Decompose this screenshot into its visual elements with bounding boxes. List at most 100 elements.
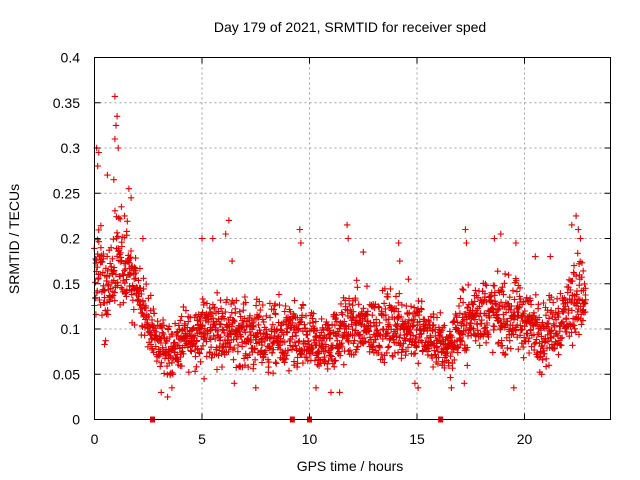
- data-point: [523, 294, 530, 301]
- data-point: [182, 307, 190, 314]
- data-point: [501, 270, 509, 278]
- data-point: [384, 329, 392, 337]
- data-point: [313, 333, 320, 341]
- data-point: [411, 304, 418, 311]
- data-point: [425, 345, 433, 352]
- data-point: [464, 304, 471, 312]
- data-point: [517, 295, 524, 303]
- x-tick-label: 15: [409, 431, 425, 447]
- data-point: [414, 321, 421, 329]
- data-point: [127, 247, 135, 255]
- data-point: [454, 319, 461, 326]
- data-point: [533, 336, 540, 343]
- data-point: [166, 333, 174, 341]
- data-point: [492, 300, 499, 307]
- data-point: [505, 271, 512, 279]
- data-point: [219, 326, 226, 333]
- data-point: [345, 338, 352, 346]
- data-point: [528, 343, 535, 350]
- data-point: [352, 296, 359, 304]
- data-point: [140, 285, 147, 293]
- data-point: [402, 337, 409, 344]
- data-point: [285, 367, 293, 374]
- peak-point: [491, 235, 498, 242]
- data-point: [455, 302, 463, 310]
- data-point: [199, 295, 206, 303]
- data-point: [561, 307, 568, 314]
- data-point: [429, 322, 436, 329]
- data-point: [250, 323, 257, 331]
- data-point: [491, 282, 498, 289]
- data-point: [228, 309, 235, 316]
- data-point: [192, 312, 200, 319]
- data-point: [394, 320, 401, 328]
- data-point: [340, 361, 347, 368]
- data-point: [441, 364, 448, 372]
- data-point: [384, 344, 392, 351]
- peak-points: [93, 93, 584, 283]
- data-point: [518, 326, 525, 334]
- data-point: [466, 319, 474, 327]
- y-tick-label: 0.3: [61, 140, 81, 156]
- data-point: [525, 349, 533, 357]
- data-point: [337, 300, 345, 308]
- data-point: [295, 326, 302, 334]
- data-point: [284, 325, 291, 332]
- peak-point: [111, 135, 119, 143]
- data-point: [491, 323, 498, 330]
- x-tick-label: 0: [91, 431, 99, 447]
- data-point: [409, 332, 417, 339]
- data-point: [240, 355, 248, 362]
- data-point: [545, 315, 553, 322]
- data-point: [342, 297, 349, 304]
- data-point: [410, 316, 417, 323]
- data-point: [92, 279, 99, 286]
- data-point: [350, 314, 357, 322]
- data-point: [353, 277, 360, 284]
- data-point: [478, 316, 485, 324]
- data-point: [246, 312, 254, 319]
- data-point: [383, 330, 391, 337]
- data-point: [131, 275, 138, 283]
- data-point: [518, 301, 526, 308]
- data-point: [281, 308, 288, 315]
- data-point: [255, 321, 262, 329]
- data-point: [218, 363, 226, 371]
- peak-point: [94, 162, 101, 170]
- data-point: [197, 358, 204, 365]
- data-point: [416, 318, 423, 325]
- data-point: [107, 244, 115, 251]
- data-point: [175, 322, 182, 329]
- data-point: [520, 343, 527, 351]
- data-point: [148, 316, 156, 324]
- data-point: [322, 343, 330, 350]
- trough-point: [200, 375, 208, 382]
- data-point: [490, 326, 497, 334]
- data-point: [499, 284, 506, 291]
- data-point: [160, 322, 168, 329]
- data-point: [231, 344, 238, 352]
- data-point: [541, 350, 548, 357]
- data-point: [123, 228, 130, 235]
- data-point: [475, 313, 483, 320]
- data-point: [463, 321, 470, 329]
- data-point: [441, 322, 448, 329]
- data-point: [358, 321, 365, 328]
- x-tick-label: 5: [198, 431, 206, 447]
- data-point: [342, 303, 349, 310]
- data-point: [456, 310, 464, 317]
- data-point: [250, 361, 257, 368]
- data-point: [253, 333, 260, 340]
- data-point: [116, 301, 124, 308]
- data-point: [460, 286, 467, 294]
- data-point: [524, 330, 531, 337]
- data-point: [482, 312, 490, 319]
- data-point: [495, 305, 503, 312]
- data-point: [346, 300, 353, 308]
- data-point: [147, 292, 154, 299]
- y-tick-label: 0.2: [61, 231, 81, 247]
- data-point: [400, 340, 407, 347]
- data-point: [345, 348, 352, 355]
- data-point: [323, 318, 330, 326]
